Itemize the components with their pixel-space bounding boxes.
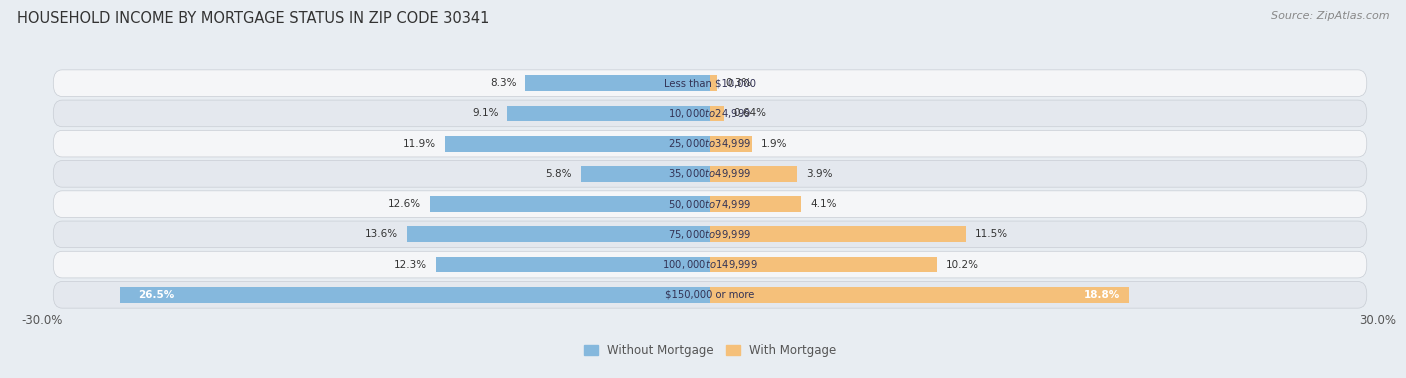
- Text: 4.1%: 4.1%: [810, 199, 837, 209]
- Text: 10.2%: 10.2%: [946, 260, 979, 270]
- Bar: [446, 136, 710, 152]
- Text: $25,000 to $34,999: $25,000 to $34,999: [668, 137, 752, 150]
- Bar: [710, 166, 797, 182]
- Bar: [436, 257, 710, 273]
- Text: 1.9%: 1.9%: [761, 139, 787, 149]
- Bar: [710, 287, 1129, 303]
- Bar: [710, 196, 801, 212]
- Bar: [581, 166, 710, 182]
- Bar: [710, 75, 717, 91]
- Text: $100,000 to $149,999: $100,000 to $149,999: [662, 258, 758, 271]
- Bar: [508, 105, 710, 121]
- Text: $75,000 to $99,999: $75,000 to $99,999: [668, 228, 752, 241]
- Text: 3.9%: 3.9%: [806, 169, 832, 179]
- FancyBboxPatch shape: [53, 70, 1367, 96]
- FancyBboxPatch shape: [53, 251, 1367, 278]
- Text: 12.3%: 12.3%: [394, 260, 427, 270]
- Text: Less than $10,000: Less than $10,000: [664, 78, 756, 88]
- Text: 8.3%: 8.3%: [489, 78, 516, 88]
- Text: $150,000 or more: $150,000 or more: [665, 290, 755, 300]
- Bar: [408, 226, 710, 242]
- Bar: [429, 196, 710, 212]
- Text: $50,000 to $74,999: $50,000 to $74,999: [668, 198, 752, 211]
- FancyBboxPatch shape: [53, 221, 1367, 248]
- Bar: [710, 105, 724, 121]
- Text: 13.6%: 13.6%: [366, 229, 398, 239]
- Bar: [710, 136, 752, 152]
- Text: 11.9%: 11.9%: [404, 139, 436, 149]
- Text: 11.5%: 11.5%: [974, 229, 1008, 239]
- Text: 12.6%: 12.6%: [388, 199, 420, 209]
- Text: $10,000 to $24,999: $10,000 to $24,999: [668, 107, 752, 120]
- Legend: Without Mortgage, With Mortgage: Without Mortgage, With Mortgage: [583, 344, 837, 357]
- FancyBboxPatch shape: [53, 100, 1367, 127]
- Text: 0.3%: 0.3%: [725, 78, 752, 88]
- Bar: [526, 75, 710, 91]
- Text: 18.8%: 18.8%: [1084, 290, 1119, 300]
- Bar: [120, 287, 710, 303]
- Text: 0.64%: 0.64%: [733, 108, 766, 118]
- FancyBboxPatch shape: [53, 161, 1367, 187]
- FancyBboxPatch shape: [53, 282, 1367, 308]
- FancyBboxPatch shape: [53, 191, 1367, 217]
- Text: Source: ZipAtlas.com: Source: ZipAtlas.com: [1271, 11, 1389, 21]
- Bar: [710, 257, 936, 273]
- Text: 26.5%: 26.5%: [138, 290, 174, 300]
- Text: $35,000 to $49,999: $35,000 to $49,999: [668, 167, 752, 180]
- Text: 5.8%: 5.8%: [546, 169, 572, 179]
- Bar: [710, 226, 966, 242]
- FancyBboxPatch shape: [53, 130, 1367, 157]
- Text: 9.1%: 9.1%: [472, 108, 499, 118]
- Text: HOUSEHOLD INCOME BY MORTGAGE STATUS IN ZIP CODE 30341: HOUSEHOLD INCOME BY MORTGAGE STATUS IN Z…: [17, 11, 489, 26]
